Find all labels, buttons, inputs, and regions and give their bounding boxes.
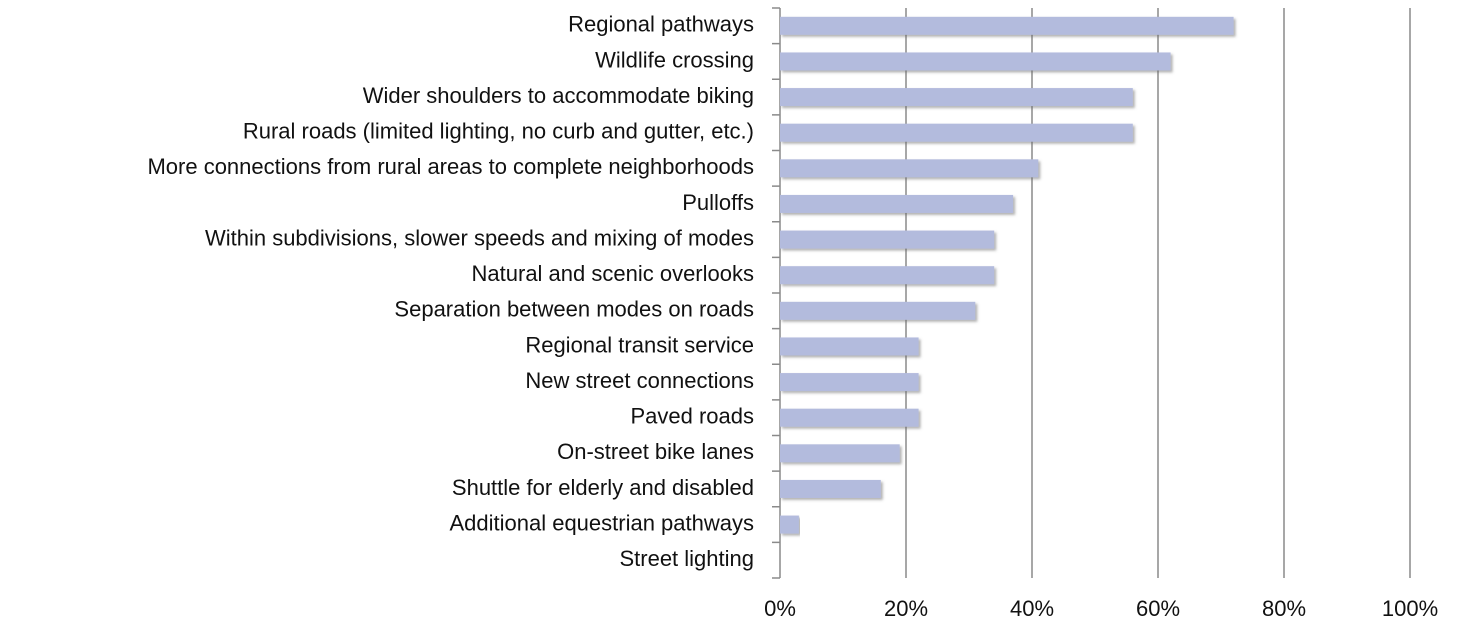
bar	[780, 52, 1171, 71]
bar	[780, 16, 1234, 35]
bar	[780, 373, 919, 392]
y-tick-label: New street connections	[525, 368, 754, 393]
y-tick-label: Street lighting	[619, 546, 754, 571]
x-tick-label: 60%	[1136, 596, 1180, 621]
bar	[780, 479, 881, 498]
y-tick-label: Separation between modes on roads	[394, 297, 754, 322]
x-tick-label: 0%	[764, 596, 796, 621]
y-tick-label: Wildlife crossing	[595, 47, 754, 72]
bar	[780, 230, 995, 249]
y-tick-label: Regional transit service	[525, 332, 754, 357]
bar	[780, 194, 1014, 213]
y-tick-label: Wider shoulders to accommodate biking	[363, 83, 754, 108]
bar	[780, 301, 976, 320]
y-tick-label: Pulloffs	[682, 190, 754, 215]
bar	[780, 337, 919, 356]
y-tick-label: Additional equestrian pathways	[449, 510, 754, 535]
y-tick-label: Regional pathways	[568, 12, 754, 37]
x-tick-label: 20%	[884, 596, 928, 621]
y-tick-label: More connections from rural areas to com…	[147, 154, 754, 179]
bar	[780, 444, 900, 463]
bar	[780, 123, 1133, 142]
bar	[780, 266, 995, 285]
x-tick-label: 40%	[1010, 596, 1054, 621]
y-tick-label: Rural roads (limited lighting, no curb a…	[243, 119, 754, 144]
bar	[780, 88, 1133, 107]
y-tick-label: Paved roads	[630, 404, 754, 429]
bar	[780, 515, 799, 534]
x-tick-label: 100%	[1382, 596, 1438, 621]
y-tick-label: Shuttle for elderly and disabled	[452, 475, 754, 500]
y-tick-label: Natural and scenic overlooks	[472, 261, 754, 286]
y-tick-label: On-street bike lanes	[557, 439, 754, 464]
x-tick-label: 80%	[1262, 596, 1306, 621]
bar	[780, 408, 919, 427]
bar	[780, 159, 1039, 178]
y-tick-label: Within subdivisions, slower speeds and m…	[205, 225, 754, 250]
